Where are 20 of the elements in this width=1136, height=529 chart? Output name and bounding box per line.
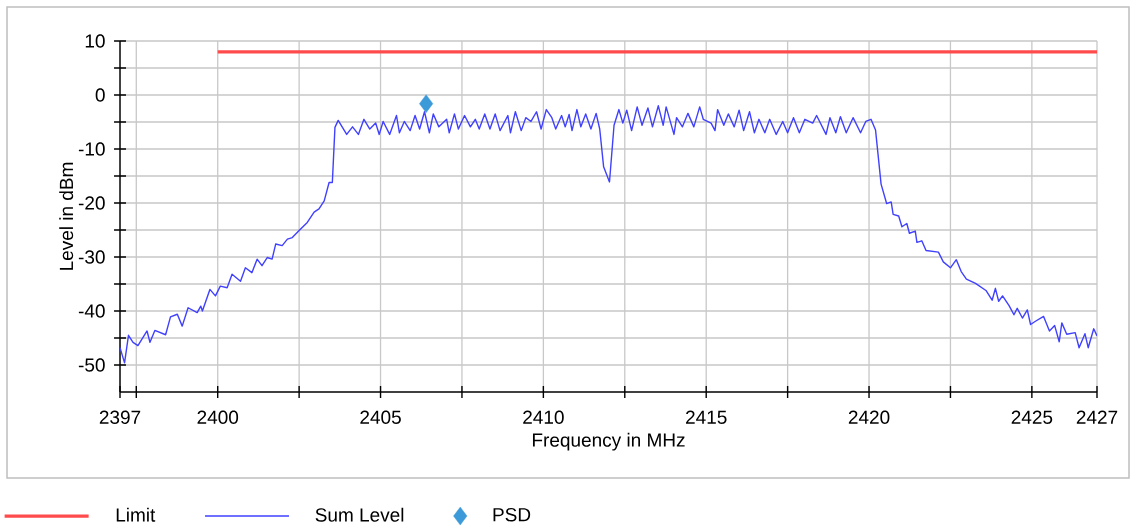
x-tick-label: 2405 <box>360 410 401 424</box>
x-tick-label: 2415 <box>686 410 727 424</box>
y-tick-label: -50 <box>78 358 105 372</box>
y-tick-label: 10 <box>85 34 105 48</box>
y-tick-label: -10 <box>78 142 105 156</box>
y-axis-title: Level in dBm <box>59 162 74 270</box>
y-tick-label: -20 <box>78 196 105 210</box>
y-tick-label: -40 <box>78 304 105 318</box>
x-tick-label: 2420 <box>848 410 890 424</box>
x-axis-title: Frequency in MHz <box>532 432 685 451</box>
legend-label: Limit <box>116 507 156 522</box>
x-tick-label: 2400 <box>197 410 239 424</box>
x-tick-label: 2425 <box>1011 410 1053 424</box>
x-tick-label: 2427 <box>1076 410 1118 424</box>
x-tick-label: 2397 <box>99 410 141 424</box>
legend-label: PSD <box>493 507 531 522</box>
y-tick-label: 0 <box>95 88 105 102</box>
legend-label: Sum Level <box>315 507 404 522</box>
x-tick-label: 2410 <box>523 410 564 424</box>
y-tick-label: -30 <box>78 250 105 264</box>
